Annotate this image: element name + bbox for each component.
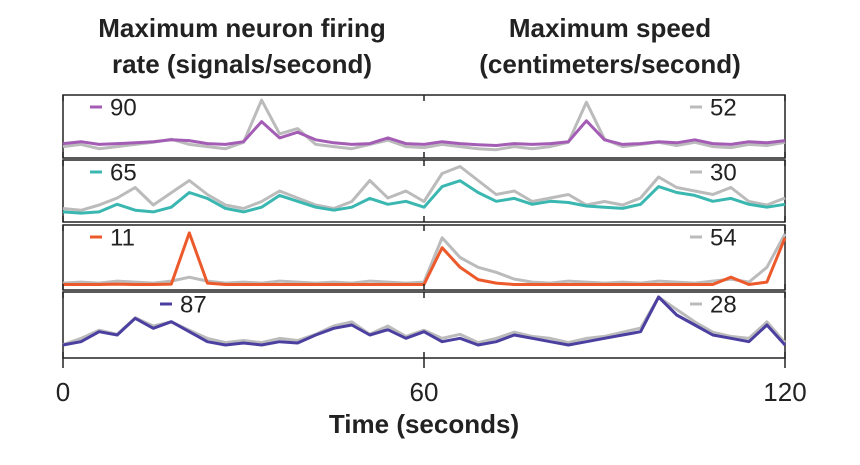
legend-label: 90: [110, 94, 137, 121]
series-line: [62, 165, 786, 212]
panel-frame: [62, 291, 786, 359]
y2-title: Maximum speed: [509, 13, 711, 43]
x-tick-label: 120: [763, 377, 806, 407]
x-tick-label: 0: [56, 377, 70, 407]
legend-label: 65: [110, 159, 137, 186]
legend-label: 54: [710, 224, 737, 251]
legend-label: 87: [180, 291, 207, 318]
series-line: [62, 295, 787, 347]
y2-title: (centimeters/second): [479, 49, 741, 79]
series-line: [62, 233, 787, 285]
legend-label: 52: [710, 94, 737, 121]
y-title: rate (signals/second): [112, 49, 372, 79]
legend-label: 28: [710, 291, 737, 318]
series-line: [62, 179, 786, 215]
series-line: [62, 119, 786, 147]
series-line: [63, 231, 787, 286]
legend-label: 30: [710, 159, 737, 186]
x-tick-label: 60: [410, 377, 439, 407]
y-title: Maximum neuron firing: [98, 13, 385, 43]
legend-label: 11: [110, 224, 135, 251]
x-axis-title: Time (seconds): [329, 409, 519, 439]
